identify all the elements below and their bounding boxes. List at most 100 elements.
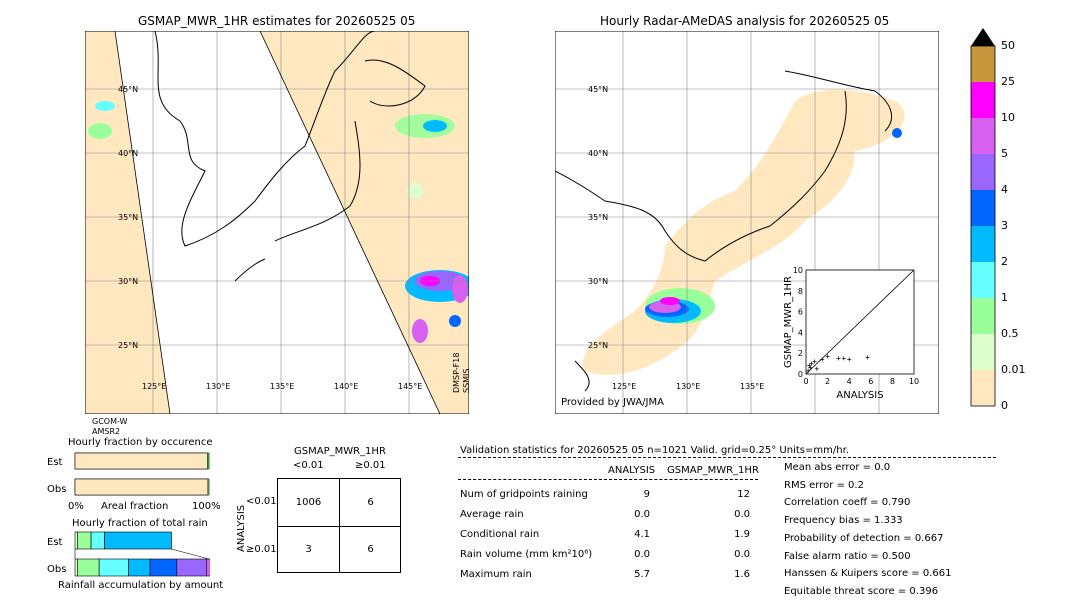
- left-lat-30: 30°N: [118, 277, 139, 286]
- scatter-x-tick: 4: [847, 377, 852, 386]
- occurence-tick-right: 100%: [192, 501, 221, 512]
- contingency-cell-22: 6: [367, 544, 374, 555]
- contingency-row-2: ≥0.01: [246, 544, 277, 555]
- validation-score: RMS error = 0.2: [784, 479, 864, 491]
- validation-score: Correlation coeff = 0.790: [784, 497, 911, 509]
- rainfrac-est-segment: [74, 531, 78, 550]
- colorbar-label: 3: [1001, 219, 1008, 232]
- validation-gsmap: 0.0: [734, 549, 750, 560]
- right-lon-130: 130°E: [676, 382, 701, 391]
- validation-score: Frequency bias = 1.333: [784, 515, 903, 527]
- scatter-inset: 0 2 4 6 8 10 0 2 4 6 8 10 ANALYSIS GSMAP_MWR_1HR: [783, 266, 919, 401]
- colorbar: [970, 28, 996, 407]
- left-lat-35: 35°N: [118, 213, 139, 222]
- scatter-point: [865, 355, 870, 360]
- right-coastline: [555, 70, 893, 392]
- rainfrac-est-segment: [90, 531, 105, 550]
- rainfrac-est-segment: [77, 531, 92, 550]
- colorbar-segment: [971, 46, 995, 82]
- occurence-obs-label: Obs: [47, 484, 67, 495]
- left-sat-label-right-1: DMSP-F18: [452, 352, 461, 393]
- rainfrac-obs-segment: [98, 558, 129, 577]
- scatter-point: [836, 356, 841, 361]
- rainfrac-est-label: Est: [47, 537, 63, 548]
- validation-score: Hanssen & Kuipers score = 0.661: [784, 568, 952, 580]
- rainfrac-est-segment: [104, 531, 172, 550]
- left-rain-patches: [88, 101, 469, 343]
- left-map-title: GSMAP_MWR_1HR estimates for 20260525 05: [138, 14, 416, 28]
- left-sat-label-2: AMSR2: [92, 427, 121, 436]
- scatter-point: [806, 368, 811, 373]
- rainfrac-obs-label: Obs: [47, 564, 67, 575]
- rainfrac-obs-segment: [77, 558, 100, 577]
- rainfrac-title: Hourly fraction of total rain: [72, 518, 208, 529]
- validation-col-analysis: ANALYSIS: [608, 465, 656, 476]
- colorbar-label: 1: [1001, 291, 1008, 304]
- scatter-x-tick: 8: [890, 377, 895, 386]
- colorbar-label: 0.5: [1001, 327, 1019, 340]
- validation-analysis: 5.7: [634, 569, 650, 580]
- contingency-table: 1006 6 3 6: [277, 478, 401, 573]
- scatter-point: [809, 361, 814, 366]
- validation-gsmap: 1.6: [734, 569, 750, 580]
- occurence-bar-rain: [207, 453, 209, 469]
- colorbar-label: 0: [1001, 399, 1008, 412]
- validation-analysis: 0.0: [634, 509, 650, 520]
- validation-analysis: 0.0: [634, 549, 650, 560]
- colorbar-segment: [971, 118, 995, 154]
- rainfrac-obs-segment: [74, 558, 78, 577]
- contingency-cell-12: 6: [367, 497, 374, 508]
- scatter-point: [847, 357, 852, 362]
- right-lat-30: 30°N: [588, 277, 609, 286]
- colorbar-label: 10: [1001, 111, 1015, 124]
- colorbar-segment: [971, 370, 995, 406]
- validation-label: Rain volume (mm km²10⁶): [460, 549, 593, 560]
- scatter-ylabel: GSMAP_MWR_1HR: [783, 276, 794, 368]
- left-map: [85, 31, 469, 414]
- validation-score: False alarm ratio = 0.500: [784, 550, 911, 562]
- colorbar-label: 4: [1001, 183, 1008, 196]
- scatter-x-tick: 2: [825, 377, 830, 386]
- right-lon-125: 125°E: [612, 382, 637, 391]
- contingency-col-1: <0.01: [293, 460, 324, 471]
- scatter-y-tick: 0: [798, 370, 803, 379]
- provider-label: Provided by JWA/JMA: [561, 397, 664, 408]
- right-lat-25: 25°N: [588, 341, 609, 350]
- validation-gsmap: 12: [737, 489, 750, 500]
- colorbar-segment: [971, 262, 995, 298]
- validation-label: Conditional rain: [460, 529, 540, 540]
- validation-gsmap: 0.0: [734, 509, 750, 520]
- scatter-point: [808, 365, 813, 370]
- occurence-bar-rain: [207, 479, 209, 495]
- validation-gsmap: 1.9: [734, 529, 750, 540]
- colorbar-label: 2: [1001, 255, 1008, 268]
- scatter-y-tick: 4: [798, 328, 803, 337]
- scatter-y-tick: 6: [798, 308, 803, 317]
- colorbar-segment: [971, 334, 995, 370]
- validation-divider: [458, 457, 996, 458]
- scatter-point: [814, 366, 819, 371]
- occurence-xlabel: Areal fraction: [101, 501, 169, 512]
- validation-header: Validation statistics for 20260525 05 n=…: [460, 445, 849, 456]
- colorbar-label: 50: [1001, 39, 1015, 52]
- validation-score: Equitable threat score = 0.396: [784, 585, 939, 597]
- rainfrac-bars: [74, 531, 210, 577]
- left-lat-45: 45°N: [118, 85, 139, 94]
- rainfrac-obs-segment: [149, 558, 178, 577]
- validation-analysis: 9: [643, 489, 650, 500]
- rainfrac-obs-segment: [176, 558, 207, 577]
- left-lon-125: 125°E: [142, 382, 167, 391]
- left-grid: [85, 31, 469, 414]
- left-lon-140: 140°E: [334, 382, 359, 391]
- occurence-tick-left: 0%: [68, 501, 84, 512]
- occurence-title: Hourly fraction by occurence: [68, 437, 213, 448]
- scatter-point: [825, 354, 830, 359]
- right-lat-35: 35°N: [588, 213, 609, 222]
- rainfrac-xlabel: Rainfall accumulation by amount: [58, 580, 224, 591]
- colorbar-segment: [971, 226, 995, 262]
- left-coastline: [154, 31, 426, 282]
- scatter-x-tick: 6: [868, 377, 873, 386]
- scatter-y-tick: 10: [793, 266, 803, 275]
- scatter-point: [841, 356, 846, 361]
- scatter-diagonal: [805, 269, 915, 375]
